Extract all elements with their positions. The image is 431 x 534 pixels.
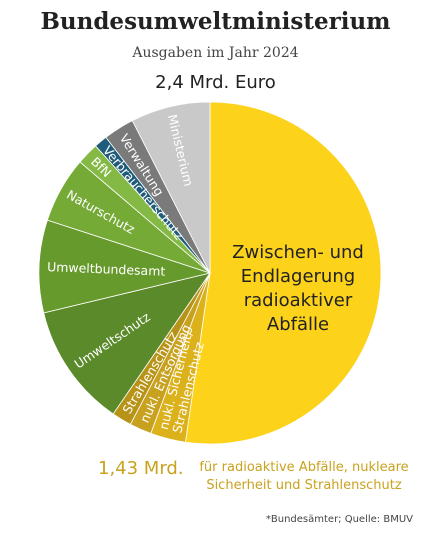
pie-slice-zwischen-und-endlagerung-radioaktiver-abf-lle: [185, 101, 382, 445]
pie-slice-umweltschutz: [43, 272, 211, 415]
slice-label-umweltbundesamt: Umweltbundesamt: [47, 259, 166, 279]
chart-subtitle: Ausgaben im Jahr 2024: [132, 45, 299, 61]
summary-description: für radioaktive Abfälle, nukleare Sicher…: [199, 459, 409, 495]
pie-slice-umweltbundesamt: [38, 219, 212, 314]
total-amount: 2,4 Mrd. Euro: [155, 72, 276, 93]
slice-label-zwischen-und-endlagerung-radioaktiver-abf-lle: Zwischen- und Endlagerung radioaktiver Abfä…: [232, 242, 364, 335]
source-note: *Bundesämter; Quelle: BMUV: [265, 514, 413, 525]
summary-description-line-2: Sicherheit und Strahlenschutz: [206, 478, 402, 493]
chart-title: Bundesumweltministerium: [40, 8, 391, 35]
summary-description-line-1: für radioaktive Abfälle, nukleare: [199, 460, 409, 475]
summary-amount: 1,43 Mrd.: [98, 458, 184, 479]
pie-slice-ministerium: [131, 101, 211, 274]
